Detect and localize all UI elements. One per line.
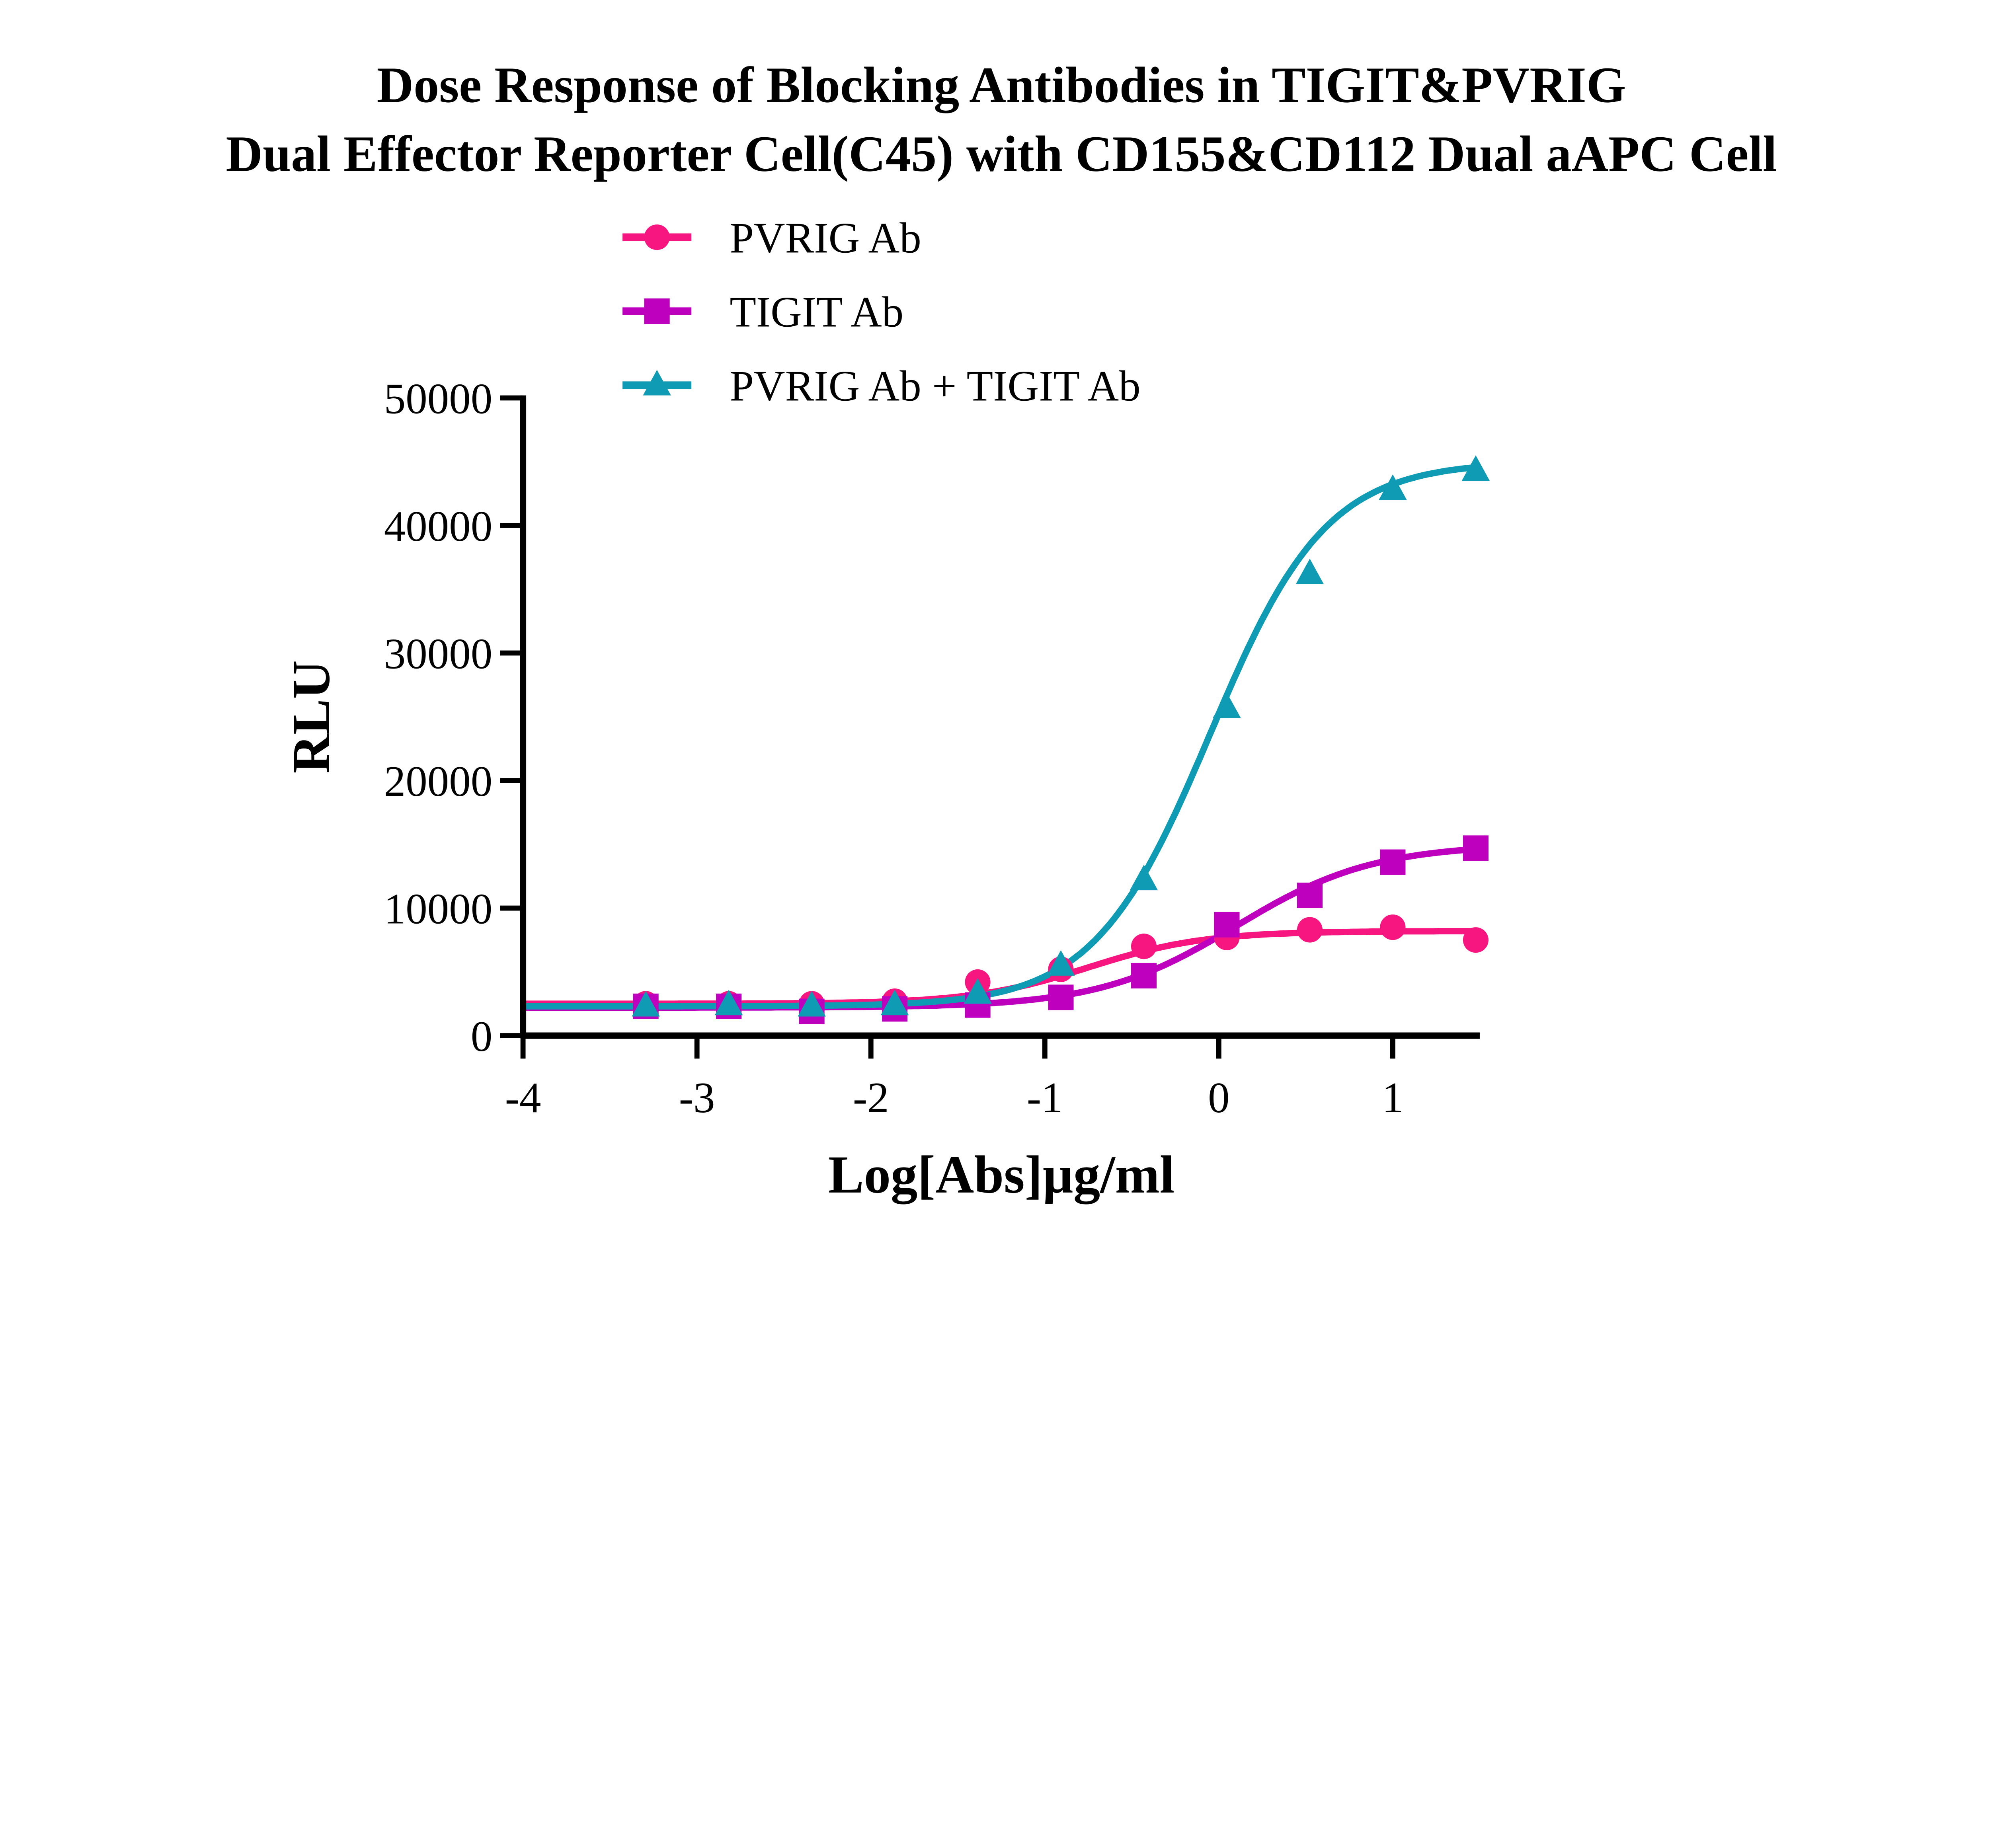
x-tick-label: -2 xyxy=(853,1074,889,1122)
data-point-circle xyxy=(1380,914,1406,940)
data-point-triangle xyxy=(1295,558,1324,584)
y-tick-label: 0 xyxy=(471,1012,492,1060)
y-tick-label: 20000 xyxy=(384,757,492,805)
data-point-circle xyxy=(1131,934,1157,959)
x-tick-label: 1 xyxy=(1382,1074,1403,1122)
data-point-triangle xyxy=(632,991,660,1017)
y-axis-label: RLU xyxy=(282,660,341,773)
x-tick-label: -1 xyxy=(1027,1074,1063,1122)
fit-curves xyxy=(523,464,1477,1011)
data-point-triangle xyxy=(1461,455,1490,481)
legend-label: TIGIT Ab xyxy=(730,288,903,336)
data-point-square xyxy=(1131,963,1157,988)
x-axis-label: Log[Abs]µg/ml xyxy=(828,1145,1174,1205)
y-tick-label: 40000 xyxy=(384,502,492,550)
chart-title-line-2: Dual Effector Reporter Cell(C45) with CD… xyxy=(226,125,1777,182)
x-tick-label: -4 xyxy=(505,1074,541,1122)
data-point-square xyxy=(1297,882,1323,908)
data-point-square xyxy=(1048,984,1074,1010)
data-point-square xyxy=(1214,912,1240,938)
data-point-circle xyxy=(1297,917,1323,943)
data-markers xyxy=(632,455,1490,1024)
fit-curve-3 xyxy=(523,464,1477,1010)
circle-marker-icon xyxy=(644,224,670,250)
legend: PVRIG Ab TIGIT Ab PVRIG Ab + TIGIT Ab xyxy=(622,214,1141,410)
data-point-square xyxy=(1380,849,1406,875)
data-point-triangle xyxy=(1213,692,1241,718)
y-tick-label: 30000 xyxy=(384,630,492,678)
x-tick-label: -3 xyxy=(679,1074,715,1122)
y-tick-label: 10000 xyxy=(384,885,492,933)
data-point-triangle xyxy=(964,978,992,1004)
data-point-triangle xyxy=(1379,474,1407,500)
y-tick-label: 50000 xyxy=(384,374,492,423)
data-point-triangle xyxy=(1130,865,1158,891)
legend-label: PVRIG Ab xyxy=(730,214,921,262)
dose-response-chart: Dose Response of Blocking Antibodies in … xyxy=(226,57,1777,1205)
data-point-triangle xyxy=(880,990,909,1016)
fit-curve-2 xyxy=(523,846,1477,1011)
data-point-triangle xyxy=(714,990,743,1016)
data-point-circle xyxy=(1463,927,1489,953)
square-marker-icon xyxy=(644,298,670,324)
legend-label: PVRIG Ab + TIGIT Ab xyxy=(730,362,1140,410)
x-tick-label: 0 xyxy=(1208,1074,1229,1122)
triangle-marker-icon xyxy=(643,370,671,396)
axes: -4 -3 -2 -1 0 1 0 10000 20000 30000 40000 50000 xyxy=(384,374,1480,1122)
data-point-triangle xyxy=(1047,950,1075,976)
chart-title-line-1: Dose Response of Blocking Antibodies in … xyxy=(377,57,1626,113)
data-point-square xyxy=(1463,835,1489,861)
data-point-triangle xyxy=(798,991,826,1017)
